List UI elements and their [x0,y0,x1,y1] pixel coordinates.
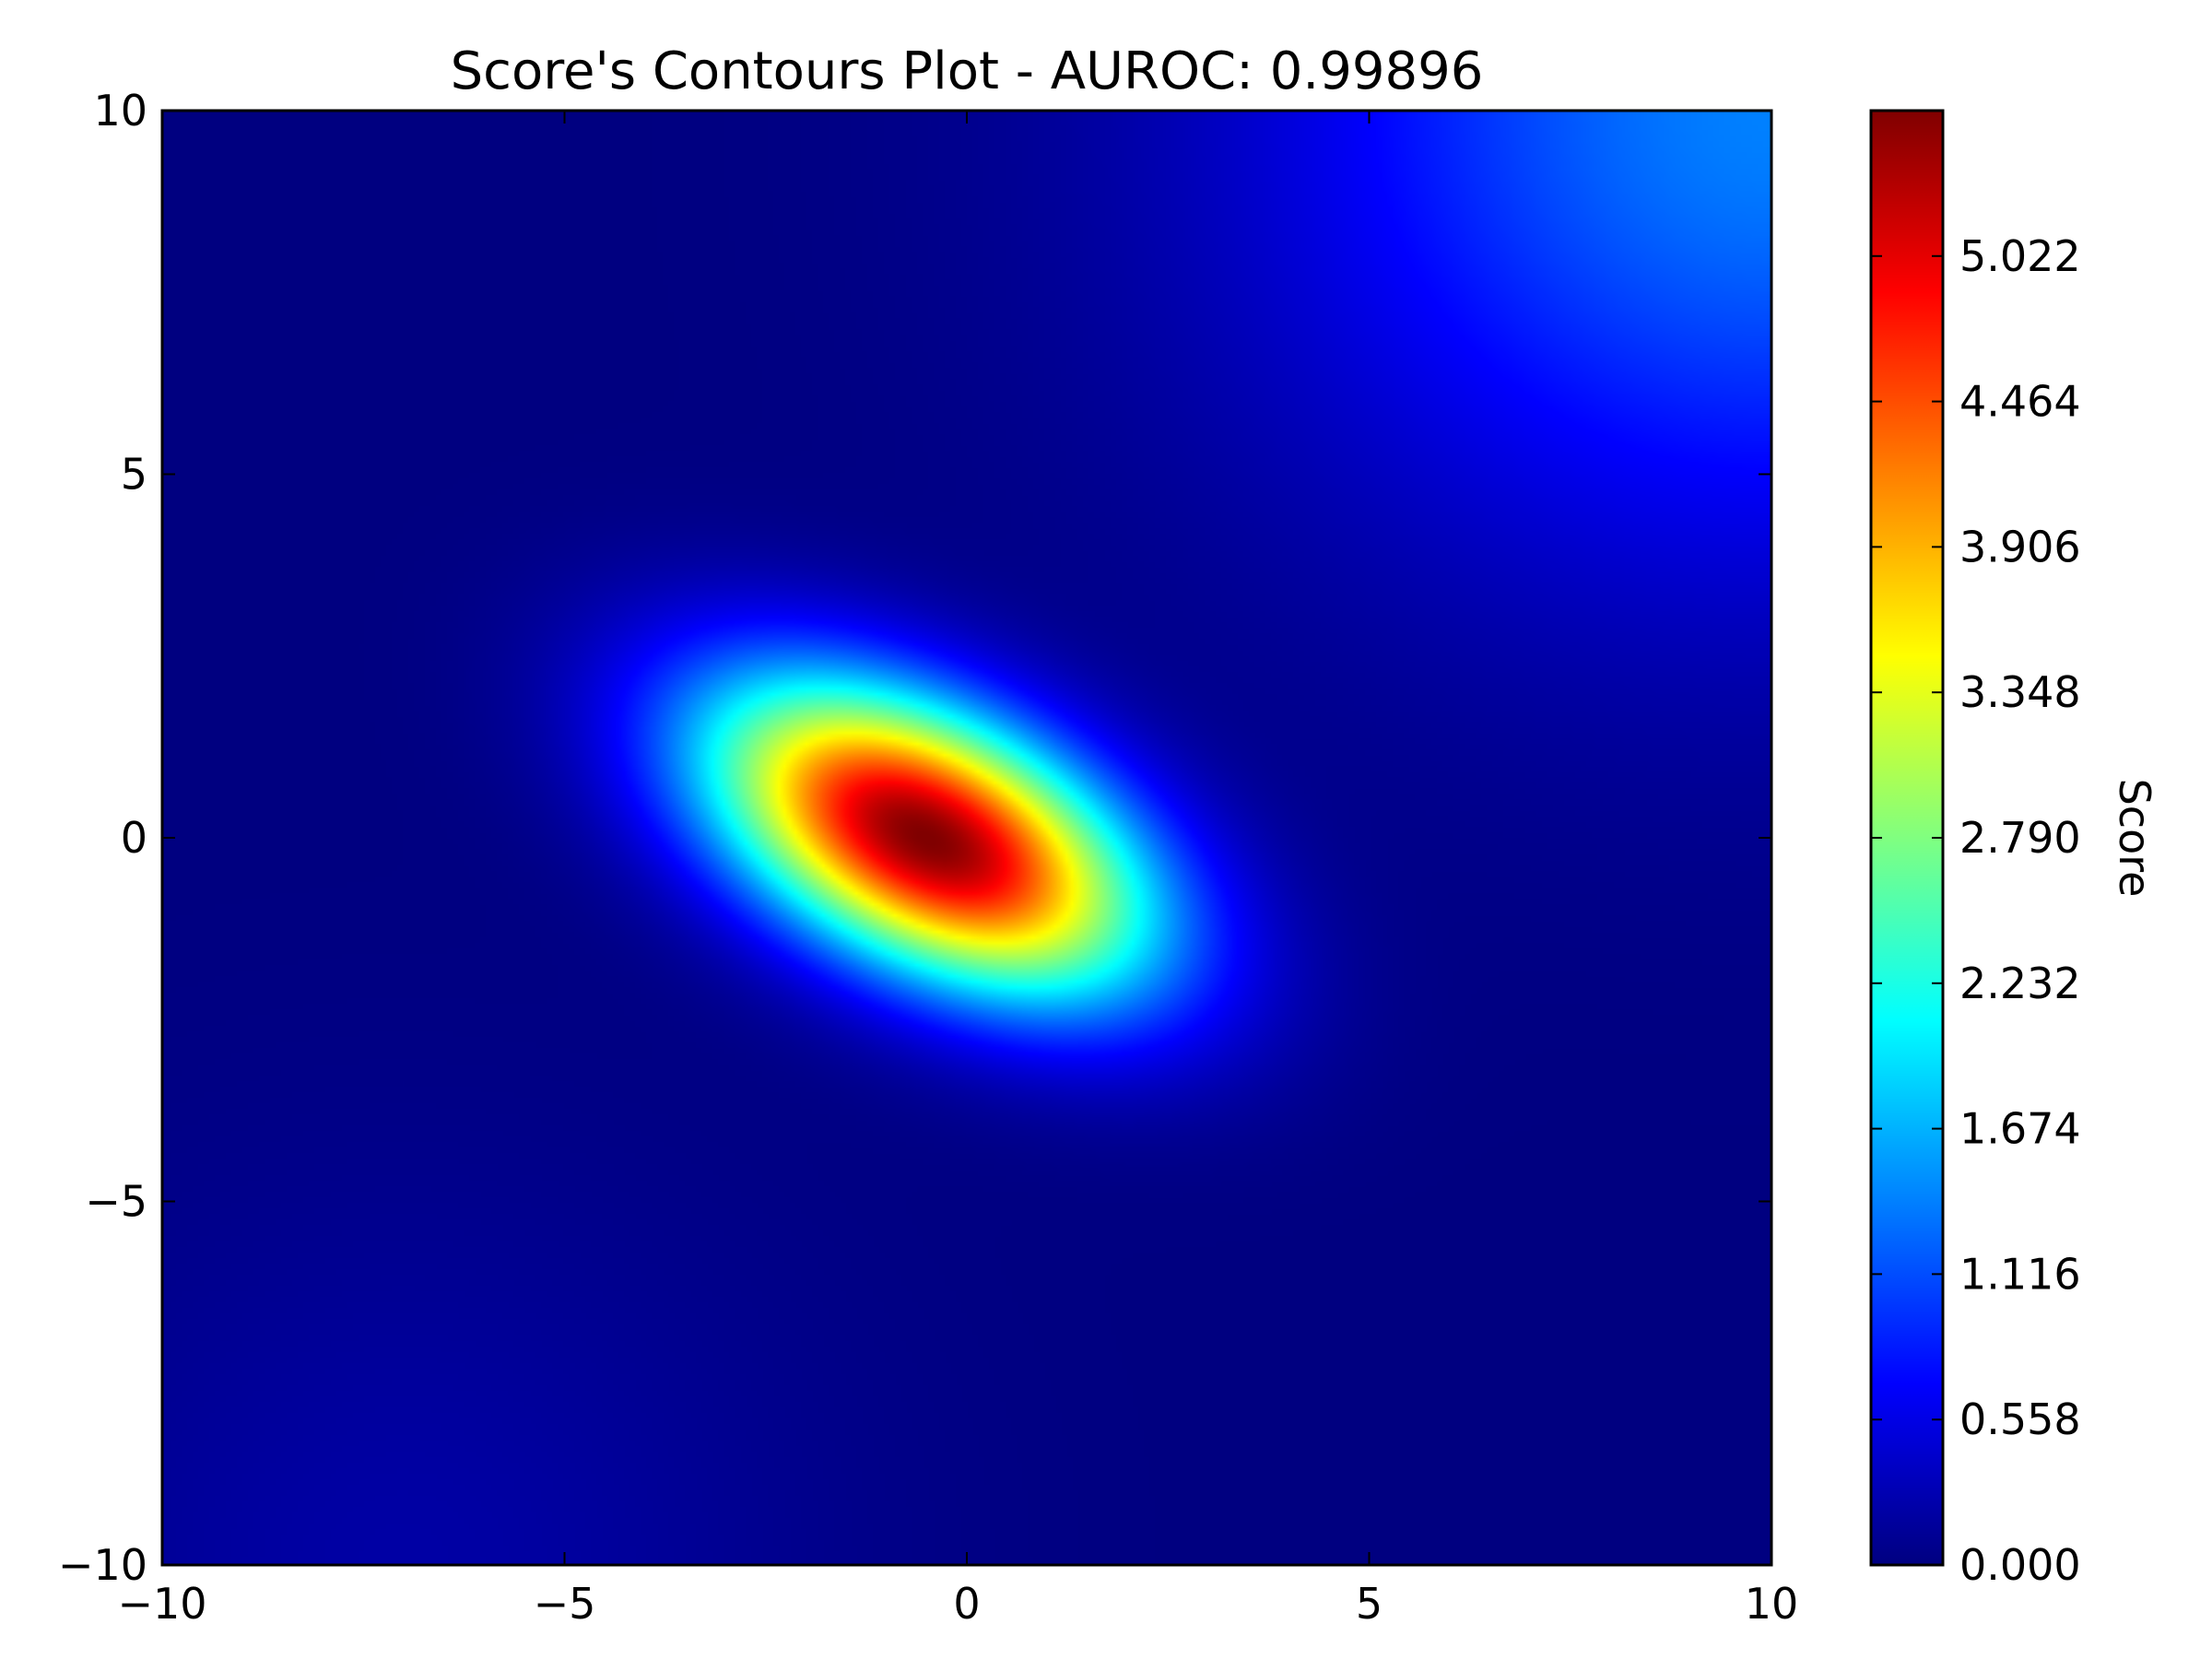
colorbar-tick-label: 1.116 [1959,1249,2081,1299]
colorbar-tick-label: 1.674 [1959,1104,2081,1154]
colorbar-label: Score [2110,779,2159,898]
colorbar-tick-label: 0.000 [1959,1540,2081,1590]
x-tick-label: 10 [1745,1579,1799,1629]
y-axis-ticks: −10 −5 0 5 10 [58,86,1771,1590]
colorbar-tick-label: 5.022 [1959,231,2081,281]
colorbar-tick-label: 4.464 [1959,377,2081,427]
y-tick-label: 10 [93,86,147,135]
y-tick-label: 5 [121,450,147,500]
x-tick-label: 5 [1356,1579,1382,1629]
x-axis-ticks: −10 −5 0 5 10 [117,111,1798,1629]
chart-title: Score's Contours Plot - AUROC: 0.99896 [451,41,1484,101]
colorbar: 0.000 0.558 1.116 1.674 2.232 2.790 3.348 3.906… [1869,109,2159,1590]
colorbar-bar [1869,109,1945,1567]
colorbar-tick-label: 3.906 [1959,522,2081,571]
y-tick-label: −5 [85,1177,147,1227]
colorbar-tick-label: 0.558 [1959,1394,2081,1444]
y-tick-label: 0 [121,813,147,863]
x-tick-label: −10 [117,1579,206,1629]
y-tick-label: −10 [58,1540,147,1590]
colorbar-tick-label: 2.790 [1959,813,2081,863]
colorbar-ticks: 0.000 0.558 1.116 1.674 2.232 2.790 3.348 3.906… [1871,231,2081,1590]
colorbar-tick-label: 2.232 [1959,959,2081,1008]
x-tick-label: −5 [534,1579,596,1629]
score-heatmap [162,111,1771,1565]
colorbar-tick-label: 3.348 [1959,667,2081,717]
x-tick-label: 0 [953,1579,980,1629]
plot-area [160,109,1773,1567]
